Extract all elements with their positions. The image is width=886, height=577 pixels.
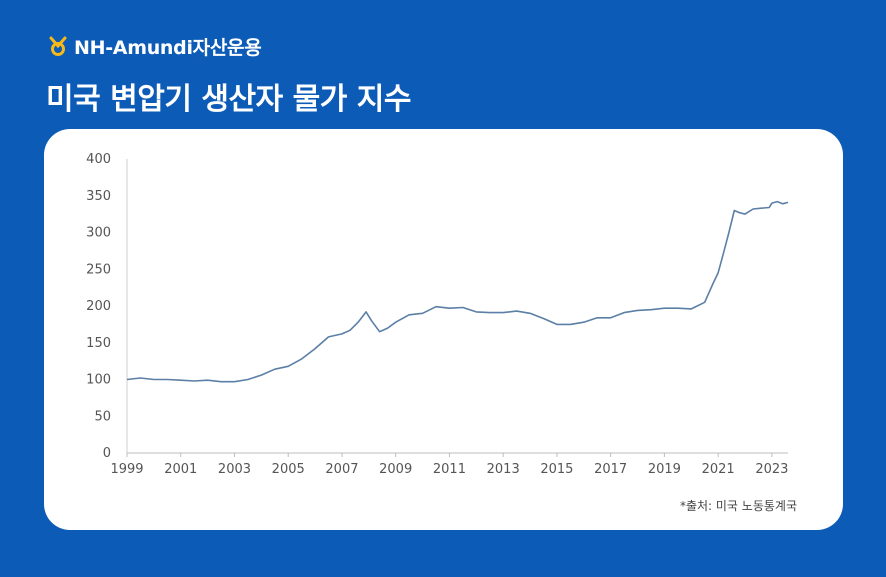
line-chart: 0 50 100 150 200 250 300 350 400 1999 2001 2003 2005… — [86, 152, 789, 477]
brand-name: NH-Amundi자산운용 — [74, 36, 262, 59]
brand-header: NH-Amundi자산운용 — [48, 34, 262, 59]
source-note: *출처: 미국 노동통계국 — [679, 499, 797, 513]
y-tick-label: 250 — [86, 262, 111, 277]
x-tick-label: 2007 — [325, 462, 358, 477]
y-tick-label: 350 — [86, 189, 111, 204]
y-tick-label: 200 — [86, 299, 111, 314]
x-tick-label: 2015 — [540, 462, 573, 477]
x-tick-label: 2013 — [487, 462, 520, 477]
y-tick-label: 50 — [94, 409, 111, 424]
x-tick-label: 2005 — [272, 462, 305, 477]
x-tick-label: 2021 — [702, 462, 735, 477]
x-tick-label: 2003 — [218, 462, 251, 477]
x-tick-label: 2001 — [164, 462, 197, 477]
y-tick-label: 400 — [86, 152, 111, 167]
x-tick-label: 2009 — [379, 462, 412, 477]
x-tick-label: 2019 — [648, 462, 681, 477]
series-line — [126, 200, 789, 383]
y-tick-label: 150 — [86, 336, 111, 351]
x-tick-label: 2023 — [755, 462, 788, 477]
y-tick-label: 300 — [86, 226, 111, 241]
page-title: 미국 변압기 생산자 물가 지수 — [46, 82, 411, 117]
y-tick-label: 0 — [103, 446, 111, 461]
x-tick-label: 2017 — [594, 462, 627, 477]
x-tick-label: 1999 — [110, 462, 143, 477]
y-tick-label: 100 — [86, 373, 111, 388]
x-tick-label: 2011 — [433, 462, 466, 477]
nh-logo-icon — [49, 36, 67, 56]
chart-card: 0 50 100 150 200 250 300 350 400 1999 2001 2003 2005… — [44, 129, 843, 530]
